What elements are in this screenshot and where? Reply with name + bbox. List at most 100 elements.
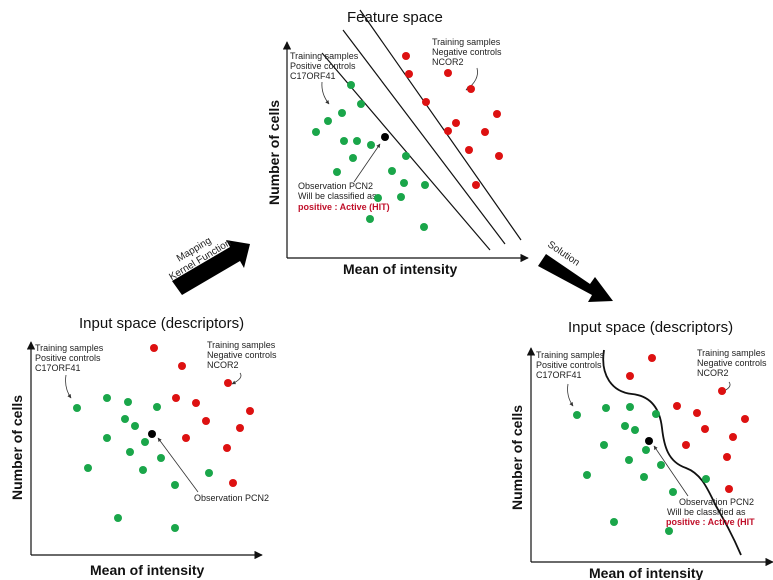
feature-negative-label-2: Negative controls [432,47,502,57]
feature-positive-point-16 [420,223,428,231]
left-negative-point-16 [150,344,158,352]
feature-negative-point-19 [405,70,413,78]
left-observation-label: Observation PCN2 [194,493,269,503]
right-y-label: Number of cells [509,405,525,510]
left-positive-point-13 [171,481,179,489]
left-positive-point-12 [205,469,213,477]
left-positive-point-11 [84,464,92,472]
feature-positive-point-6 [353,137,361,145]
right-negative-point-17 [626,372,634,380]
left-positive-point-5 [103,434,111,442]
right-positive-point-14 [610,518,618,526]
right-title: Input space (descriptors) [568,319,733,336]
left-x-label: Mean of intensity [90,562,205,578]
solution-arrow: Solution [538,239,613,302]
left-positive-point-9 [157,454,165,462]
feature-negative-point-22 [422,98,430,106]
right-positive-point-6 [631,426,639,434]
left-positive-label-3: C17ORF41 [35,363,81,373]
right-points [573,354,749,535]
right-negative-point-19 [673,402,681,410]
hyperplane-line [342,29,506,245]
feature-negative-label-3: NCOR2 [432,57,464,67]
right-negative-point-18 [718,387,726,395]
left-negative-point-25 [223,444,231,452]
feature-positive-point-11 [388,167,396,175]
feature-positive-point-15 [397,193,405,201]
feature-negative-point-23 [493,110,501,118]
feature-positive-label-1: Training samples [290,51,359,61]
feature-positive-point-3 [312,128,320,136]
feature-positive-pointer [321,81,330,105]
feature-space-panel: Feature space Mean of intensity Number o… [266,9,529,277]
margin-line-right [359,9,522,241]
feature-positive-point-0 [347,81,355,89]
right-positive-point-10 [640,473,648,481]
left-positive-point-8 [141,438,149,446]
left-positive-point-14 [114,514,122,522]
right-positive-point-4 [621,422,629,430]
left-positive-point-1 [103,394,111,402]
right-negative-point-26 [725,485,733,493]
right-negative-point-25 [723,453,731,461]
right-negative-label-3: NCOR2 [697,368,729,378]
feature-positive-point-12 [400,179,408,187]
left-negative-point-18 [224,379,232,387]
left-y-label: Number of cells [9,395,25,500]
right-positive-pointer [567,383,574,407]
left-negative-pointer [231,372,242,385]
feature-positive-point-5 [340,137,348,145]
right-positive-point-0 [573,411,581,419]
left-positive-point-15 [171,524,179,532]
right-positive-label-3: C17ORF41 [536,370,582,380]
right-positive-label-2: Positive controls [536,360,602,370]
feature-negative-point-20 [444,69,452,77]
left-negative-point-21 [246,407,254,415]
right-negative-point-24 [729,433,737,441]
right-observation-pointer [653,445,689,497]
left-negative-point-19 [172,394,180,402]
left-positive-pointer [65,374,72,399]
feature-negative-point-28 [495,152,503,160]
left-positive-point-6 [131,422,139,430]
feature-positive-point-4 [324,117,332,125]
feature-negative-point-18 [402,52,410,60]
left-negative-point-17 [178,362,186,370]
feature-negative-label-1: Training samples [432,37,501,47]
feature-negative-point-24 [452,119,460,127]
feature-space-title: Feature space [347,9,443,26]
feature-negative-point-25 [444,127,452,135]
right-positive-point-9 [657,461,665,469]
feature-positive-point-7 [333,168,341,176]
feature-hit-label: positive : Active (HIT) [298,202,390,212]
feature-positive-point-1 [338,109,346,117]
left-negative-label-1: Training samples [207,340,276,350]
left-negative-point-26 [229,479,237,487]
right-negative-point-21 [741,415,749,423]
mapping-arrow: Mapping Kernel Function [167,235,250,295]
left-points [73,344,254,532]
feature-positive-point-2 [357,100,365,108]
feature-x-label: Mean of intensity [343,261,458,277]
feature-y-label: Number of cells [266,100,282,205]
left-negative-point-23 [182,434,190,442]
feature-negative-point-29 [472,181,480,189]
left-positive-label-1: Training samples [35,343,104,353]
left-positive-point-7 [126,448,134,456]
feature-observation-pointer [353,143,381,183]
feature-positive-label-2: Positive controls [290,61,356,71]
right-positive-point-2 [626,403,634,411]
left-negative-label-3: NCOR2 [207,360,239,370]
input-space-right-panel: Input space (descriptors) Mean of intens… [509,319,773,580]
right-observation-point-27 [645,437,653,445]
left-negative-point-24 [236,424,244,432]
left-positive-point-10 [139,466,147,474]
right-negative-label-1: Training samples [697,348,766,358]
left-positive-label-2: Positive controls [35,353,101,363]
right-negative-point-23 [682,441,690,449]
feature-positive-point-13 [421,181,429,189]
right-positive-point-1 [602,404,610,412]
feature-observation-label-1: Observation PCN2 [298,181,373,191]
decision-boundary [602,349,742,556]
